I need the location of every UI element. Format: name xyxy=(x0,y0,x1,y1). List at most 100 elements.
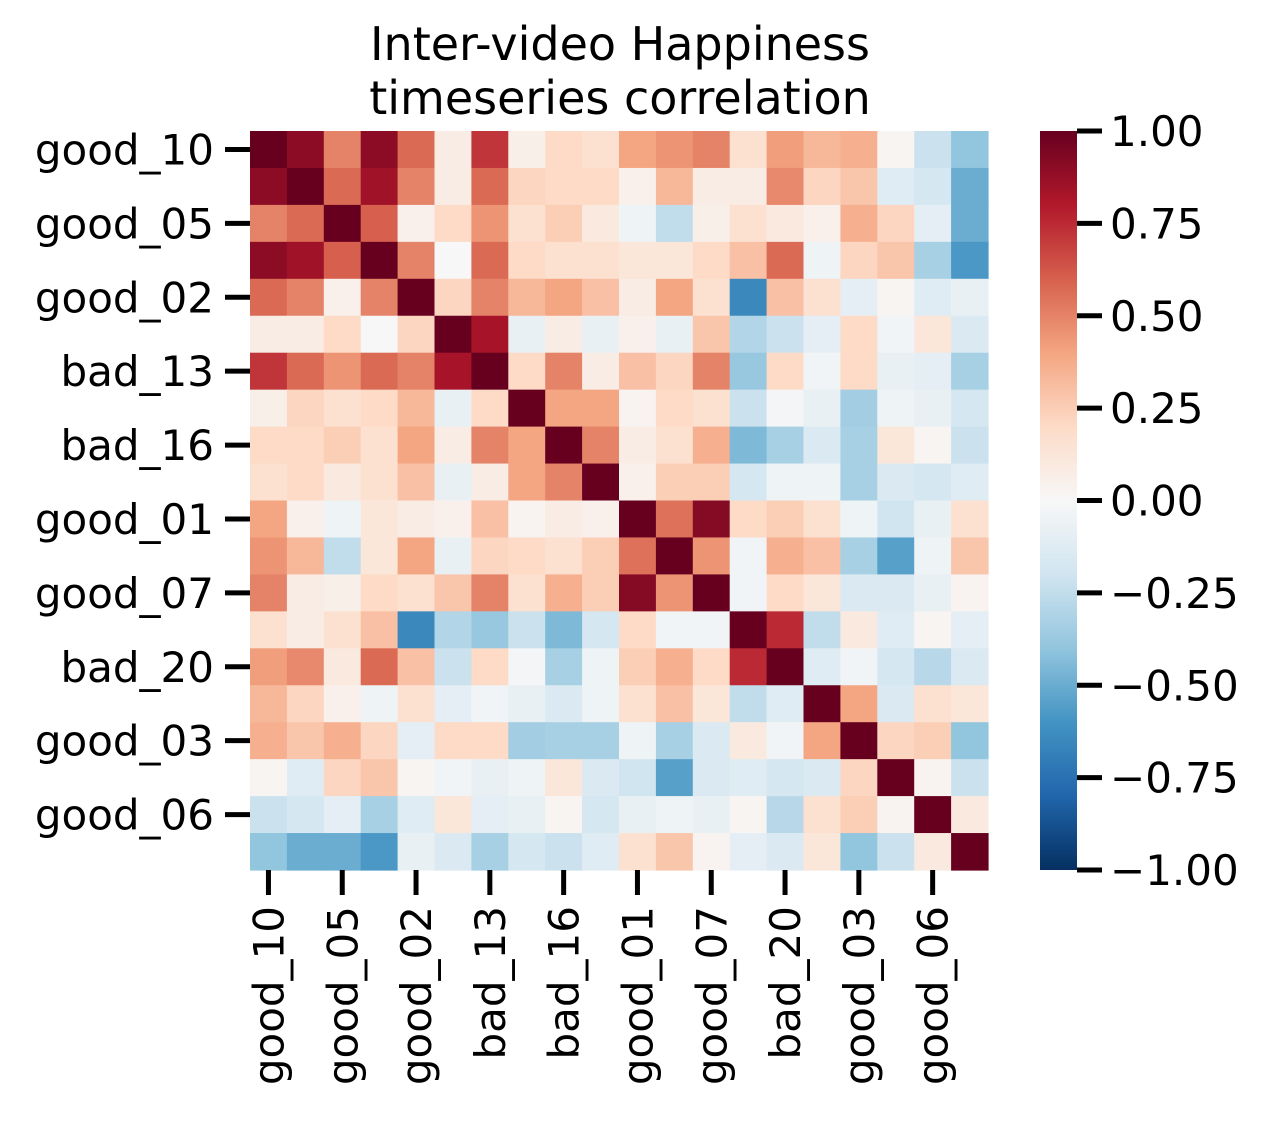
heatmap-cell-r13-c10 xyxy=(619,611,657,649)
heatmap-cell-r3-c9 xyxy=(582,241,620,280)
heatmap-cell-r1-c16 xyxy=(840,167,878,206)
heatmap-cell-r17-c13 xyxy=(729,759,768,797)
heatmap-cell-r4-c10 xyxy=(619,278,657,317)
chart-title-line-2: timeseries correlation xyxy=(369,71,871,125)
heatmap-cell-r6-c12 xyxy=(692,352,731,391)
heatmap-cell-r19-c0 xyxy=(250,833,288,871)
heatmap-cell-r4-c14 xyxy=(766,278,805,317)
heatmap-cell-r11-c12 xyxy=(692,537,731,575)
heatmap-cell-r6-c8 xyxy=(545,352,583,391)
heatmap-cell-r1-c13 xyxy=(729,167,768,206)
heatmap-cell-r10-c4 xyxy=(397,500,436,539)
heatmap-cell-r11-c1 xyxy=(286,537,325,575)
colorbar-gradient xyxy=(1040,131,1077,870)
heatmap-cell-r3-c3 xyxy=(360,241,399,280)
heatmap-cell-r1-c2 xyxy=(323,167,362,206)
heatmap-cell-r1-c3 xyxy=(360,167,399,206)
heatmap-cell-r2-c10 xyxy=(619,204,657,243)
heatmap-cell-r0-c19 xyxy=(951,131,989,169)
heatmap-cell-r7-c2 xyxy=(323,389,362,428)
heatmap-cell-r13-c0 xyxy=(250,611,288,649)
heatmap-cell-r11-c0 xyxy=(250,537,288,575)
heatmap-cell-r2-c12 xyxy=(692,204,731,243)
heatmap-cell-r1-c9 xyxy=(582,167,620,206)
heatmap-cell-r5-c15 xyxy=(803,315,841,354)
heatmap-cell-r2-c6 xyxy=(471,204,509,243)
heatmap-cell-r19-c6 xyxy=(471,833,509,871)
heatmap-cell-r7-c7 xyxy=(508,389,546,428)
heatmap-cell-r13-c13 xyxy=(729,611,768,649)
heatmap-cell-r1-c12 xyxy=(692,167,731,206)
heatmap-cell-r18-c14 xyxy=(766,796,805,834)
heatmap-cell-r16-c15 xyxy=(803,722,841,760)
heatmap-cell-r11-c5 xyxy=(434,537,472,575)
heatmap-cell-r18-c12 xyxy=(692,796,731,834)
heatmap-cell-r12-c12 xyxy=(692,574,731,612)
heatmap-cell-r0-c0 xyxy=(250,131,288,169)
heatmap-cell-r16-c2 xyxy=(323,722,362,760)
heatmap-cell-r5-c19 xyxy=(951,315,989,354)
heatmap-cell-r0-c2 xyxy=(323,131,362,169)
heatmap-cell-r11-c19 xyxy=(951,537,989,575)
heatmap-cell-r18-c7 xyxy=(508,796,546,834)
heatmap-cell-r10-c2 xyxy=(323,500,362,539)
heatmap-cell-r11-c9 xyxy=(582,537,620,575)
heatmap-cell-r1-c14 xyxy=(766,167,805,206)
heatmap-cell-r7-c8 xyxy=(545,389,583,428)
colorbar-tick-label: 0.00 xyxy=(1110,477,1204,526)
heatmap-cell-r14-c16 xyxy=(840,648,878,686)
heatmap-cell-r6-c4 xyxy=(397,352,436,391)
heatmap-cell-r10-c6 xyxy=(471,500,509,539)
heatmap-cell-r5-c3 xyxy=(360,315,399,354)
heatmap-cell-r5-c8 xyxy=(545,315,583,354)
heatmap-cell-r8-c18 xyxy=(914,426,952,465)
heatmap-cell-r6-c18 xyxy=(914,352,952,391)
heatmap-cell-r15-c4 xyxy=(397,685,436,723)
heatmap-cell-r13-c1 xyxy=(286,611,325,649)
heatmap-cell-r16-c17 xyxy=(877,722,915,760)
heatmap-cell-r2-c18 xyxy=(914,204,952,243)
heatmap-cell-r4-c5 xyxy=(434,278,472,317)
heatmap-cell-r8-c15 xyxy=(803,426,841,465)
heatmap-cell-r19-c5 xyxy=(434,833,472,871)
heatmap-cell-r19-c8 xyxy=(545,833,583,871)
heatmap-cell-r6-c1 xyxy=(286,352,325,391)
heatmap-cell-r12-c10 xyxy=(619,574,657,612)
heatmap-cell-r16-c10 xyxy=(619,722,657,760)
heatmap-cell-r13-c16 xyxy=(840,611,878,649)
heatmap-cell-r4-c8 xyxy=(545,278,583,317)
heatmap-cell-r10-c3 xyxy=(360,500,399,539)
heatmap-cell-r14-c14 xyxy=(766,648,805,686)
heatmap-cell-r19-c14 xyxy=(766,833,805,871)
heatmap-cell-r16-c19 xyxy=(951,722,989,760)
heatmap-cell-r7-c1 xyxy=(286,389,325,428)
heatmap-cell-r14-c13 xyxy=(729,648,768,686)
heatmap-cell-r15-c8 xyxy=(545,685,583,723)
heatmap-cell-r16-c5 xyxy=(434,722,472,760)
heatmap-cell-r18-c3 xyxy=(360,796,399,834)
colorbar-tick-label: −0.25 xyxy=(1110,569,1239,618)
heatmap-cell-r0-c14 xyxy=(766,131,805,169)
heatmap-cell-r7-c9 xyxy=(582,389,620,428)
heatmap-cell-r9-c11 xyxy=(655,463,694,502)
heatmap-cell-r11-c13 xyxy=(729,537,768,575)
heatmap-cell-r19-c13 xyxy=(729,833,768,871)
heatmap-cell-r17-c6 xyxy=(471,759,509,797)
heatmap-cell-r5-c12 xyxy=(692,315,731,354)
heatmap-cell-r1-c1 xyxy=(286,167,325,206)
heatmap-cell-r5-c17 xyxy=(877,315,915,354)
heatmap-cell-r4-c18 xyxy=(914,278,952,317)
heatmap-cell-r15-c19 xyxy=(951,685,989,723)
heatmap-cell-r7-c6 xyxy=(471,389,509,428)
heatmap-cell-r3-c7 xyxy=(508,241,546,280)
heatmap-cell-r17-c3 xyxy=(360,759,399,797)
heatmap-cell-r17-c12 xyxy=(692,759,731,797)
heatmap-cell-r10-c5 xyxy=(434,500,472,539)
column-tick-label: bad_20 xyxy=(761,906,810,1060)
heatmap-cell-r15-c18 xyxy=(914,685,952,723)
heatmap-cell-r2-c11 xyxy=(655,204,694,243)
heatmap-cell-r8-c6 xyxy=(471,426,509,465)
heatmap-cell-r14-c4 xyxy=(397,648,436,686)
heatmap-cell-r9-c2 xyxy=(323,463,362,502)
heatmap-cell-r17-c16 xyxy=(840,759,878,797)
